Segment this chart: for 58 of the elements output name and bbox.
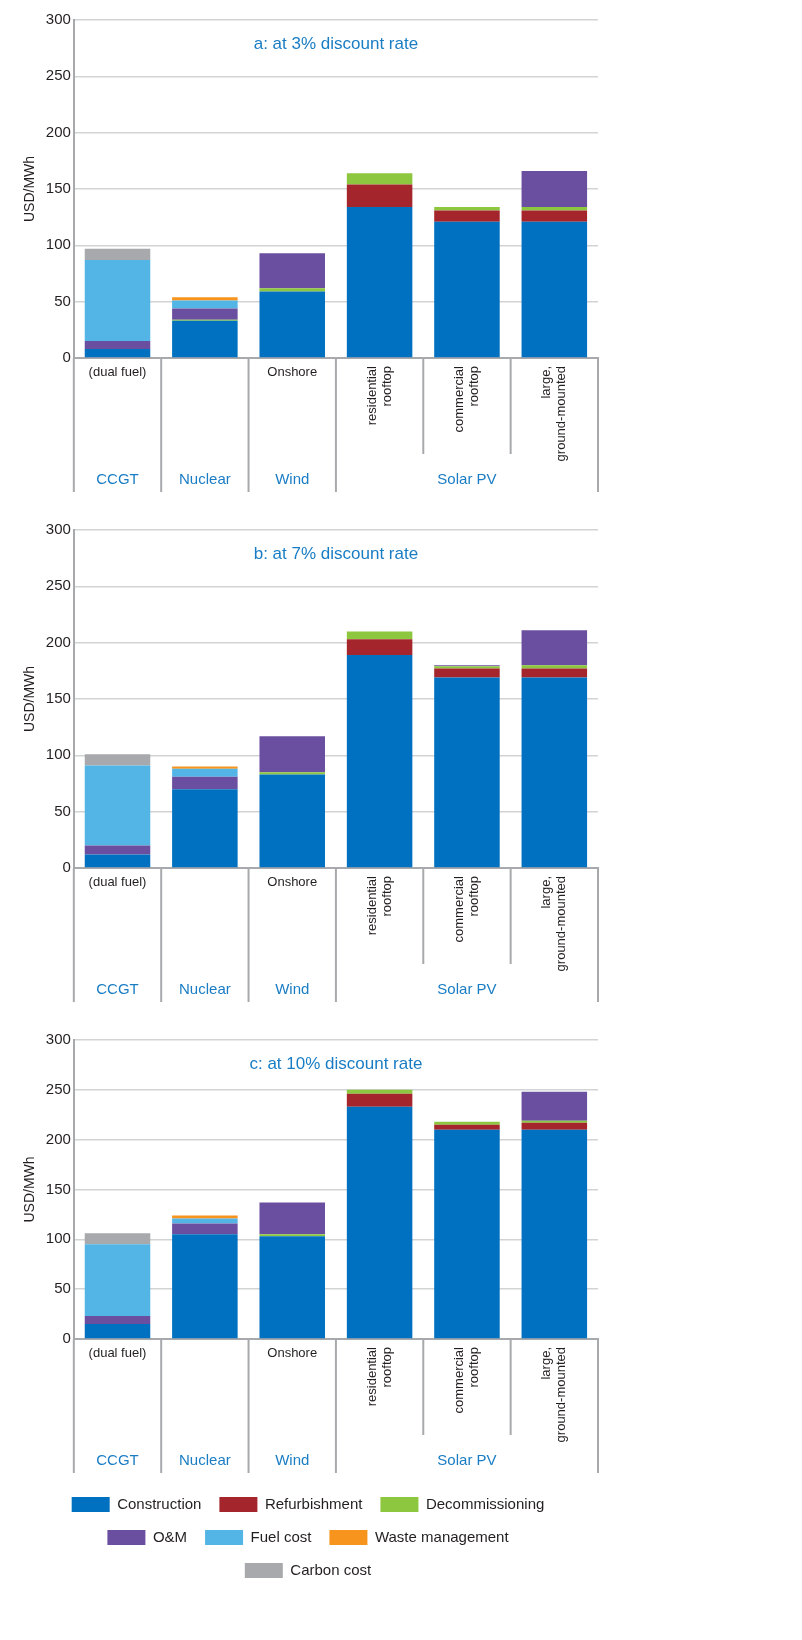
text: Wind <box>275 470 310 488</box>
x-tick-label: Onshore <box>267 1345 318 1361</box>
y-tick-label: 250 <box>45 66 71 84</box>
y-tick-label: 150 <box>45 1179 71 1197</box>
text: Nuclear <box>179 980 231 998</box>
text: Wind <box>275 980 310 998</box>
y-tick-label: 200 <box>45 1129 71 1147</box>
text: Solar PV <box>437 1451 497 1469</box>
y-tick-label: 250 <box>45 576 71 594</box>
y-axis-title: USD/MWh <box>21 1156 38 1223</box>
text: Solar PV <box>437 470 497 488</box>
text: Nuclear <box>179 470 231 488</box>
y-tick-label: 0 <box>62 858 71 876</box>
text: Solar PV <box>437 980 497 998</box>
y-axis-title: USD/MWh <box>21 155 38 223</box>
y-tick-label: 200 <box>45 122 71 140</box>
x-tick-label: residential rooftop <box>363 365 394 426</box>
text: Wind <box>275 1451 310 1469</box>
y-axis-title: USD/MWh <box>21 665 38 733</box>
x-tick-label: Onshore <box>267 364 318 380</box>
text: CCGT <box>96 470 139 488</box>
legend-label: Carbon cost <box>290 1560 373 1578</box>
y-tick-label: 100 <box>45 235 71 253</box>
y-tick-label: 100 <box>45 745 71 763</box>
y-tick-label: 250 <box>45 1079 71 1097</box>
x-tick-label: residential rooftop <box>363 1346 394 1407</box>
y-tick-label: 300 <box>45 520 71 538</box>
legend-label: Refurbishment <box>264 1494 364 1512</box>
y-tick-label: 50 <box>54 801 71 819</box>
legend-label: Waste management <box>374 1527 510 1545</box>
y-tick-label: 150 <box>45 179 71 197</box>
text: a: at 3% discount rate <box>253 33 419 53</box>
legend-label: Decommissioning <box>425 1494 545 1512</box>
y-tick-label: 300 <box>45 1030 71 1048</box>
legend-label: Construction <box>117 1494 202 1512</box>
legend-label: Fuel cost <box>250 1527 313 1545</box>
text: c: at 10% discount rate <box>249 1053 423 1073</box>
x-tick-label: (dual fuel) <box>88 1345 147 1361</box>
legend-label: O&M <box>152 1527 188 1545</box>
x-tick-label: commercial rooftop <box>451 365 482 433</box>
y-tick-label: 50 <box>54 291 71 309</box>
x-tick-label: residential rooftop <box>363 875 394 936</box>
y-tick-label: 100 <box>45 1229 71 1247</box>
text: CCGT <box>96 1451 139 1469</box>
text: CCGT <box>96 980 139 998</box>
x-tick-label: commercial rooftop <box>451 1346 482 1414</box>
x-tick-label: commercial rooftop <box>451 875 482 943</box>
x-tick-label: Onshore <box>267 874 318 890</box>
y-tick-label: 300 <box>45 10 71 28</box>
y-tick-label: 50 <box>54 1279 71 1297</box>
text: b: at 7% discount rate <box>253 543 419 563</box>
y-tick-label: 0 <box>62 1329 71 1347</box>
x-tick-label: (dual fuel) <box>88 874 147 890</box>
y-tick-label: 0 <box>62 348 71 366</box>
y-tick-label: 150 <box>45 689 71 707</box>
text: Nuclear <box>179 1451 231 1469</box>
y-tick-label: 200 <box>45 632 71 650</box>
x-tick-label: (dual fuel) <box>88 364 147 380</box>
